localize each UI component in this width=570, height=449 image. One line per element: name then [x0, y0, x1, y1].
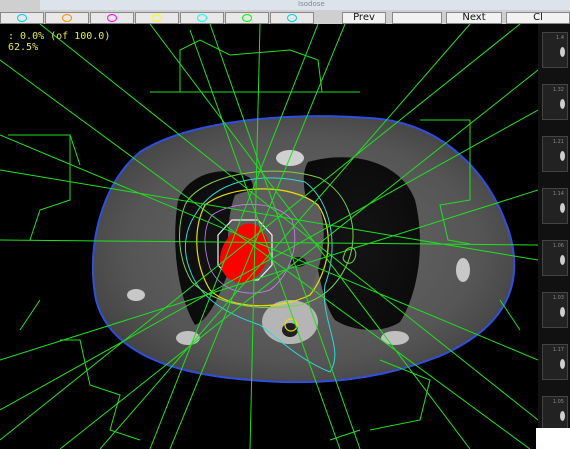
- thumbnail[interactable]: 1.03: [542, 292, 568, 328]
- isodose-pink: [204, 203, 296, 294]
- close-button[interactable]: Cl: [506, 12, 570, 24]
- thumbnail[interactable]: 1.32: [542, 84, 568, 120]
- prev-button[interactable]: Prev: [342, 12, 386, 24]
- thumbnail-strip: 1.4 1.32 1.21 1.14 1.06 1.03 1.17 1.05: [538, 24, 570, 449]
- isodose-toggle-6[interactable]: [225, 12, 269, 24]
- vertebra: [262, 300, 318, 344]
- thumbnail[interactable]: 1.06: [542, 240, 568, 276]
- beam-profiles: [8, 39, 521, 441]
- color-swatch-icon: [242, 14, 252, 22]
- isodose-cyan: [184, 177, 336, 373]
- vertebra-canal: [282, 323, 298, 337]
- color-swatch-icon: [152, 14, 162, 22]
- isodose-toggle-3[interactable]: [90, 12, 134, 24]
- color-swatch-icon: [62, 14, 72, 22]
- color-swatch-icon: [107, 14, 117, 22]
- color-swatch-icon: [17, 14, 27, 22]
- isodose-toggle-2[interactable]: [45, 12, 89, 24]
- isodose-percent: 62.5%: [8, 42, 39, 53]
- thumbnail[interactable]: 1.4: [542, 32, 568, 68]
- color-swatch-icon: [287, 14, 297, 22]
- beam-lines: [0, 24, 538, 449]
- window-title-bar: Isodose: [40, 0, 570, 10]
- window-title: Isodose: [298, 0, 325, 8]
- isodose-toggle-5[interactable]: [180, 12, 224, 24]
- scapula-right: [381, 331, 409, 345]
- isodose-toggle-1[interactable]: [0, 12, 44, 24]
- prev-slice-button[interactable]: [392, 12, 442, 24]
- isodose-toggle-7[interactable]: [270, 12, 314, 24]
- toolbar: Isodose Prev Next Cl: [0, 0, 570, 25]
- ct-slice-render: [0, 24, 538, 449]
- ct-image-viewport[interactable]: : 0.0% (of 100.0) 62.5%: [0, 24, 538, 449]
- dose-readout: : 0.0% (of 100.0): [8, 31, 111, 42]
- thumbnail[interactable]: 1.14: [542, 188, 568, 224]
- rib-right: [456, 258, 470, 282]
- nodule-contour: [342, 247, 357, 264]
- thumbnail[interactable]: 1.21: [542, 136, 568, 172]
- isodose-small-ring: [284, 318, 298, 332]
- thumbnail[interactable]: 1.17: [542, 344, 568, 380]
- window-corner: [536, 428, 570, 449]
- next-button[interactable]: Next: [446, 12, 502, 24]
- color-swatch-icon: [197, 14, 207, 22]
- isodose-toggle-4[interactable]: [135, 12, 179, 24]
- isodose-yellow: [196, 188, 329, 307]
- thumbnail[interactable]: 1.05: [542, 396, 568, 432]
- rib-left: [127, 289, 145, 301]
- isodose-green: [179, 170, 354, 309]
